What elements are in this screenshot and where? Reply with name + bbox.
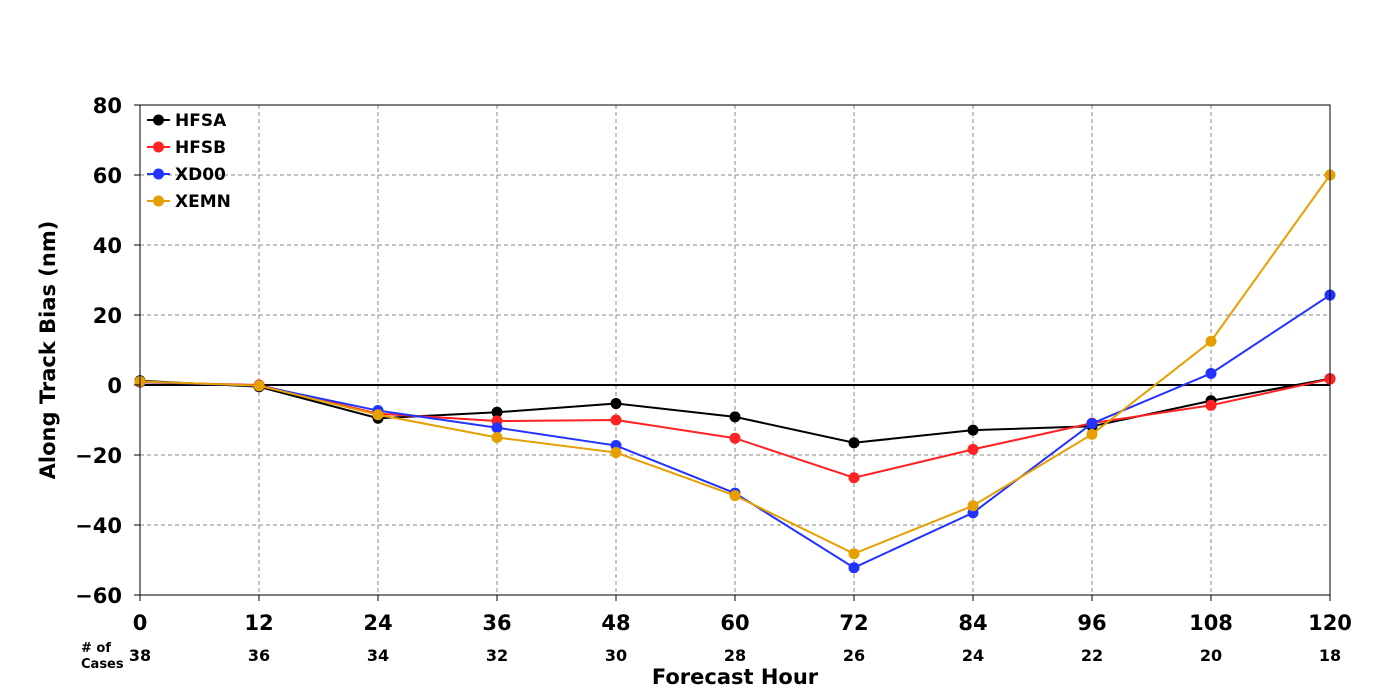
case-count: 36	[248, 646, 270, 665]
data-point	[1205, 399, 1217, 411]
case-count: 26	[843, 646, 865, 665]
y-axis-ticks: −60 −40 −20 0 20 40 60 80	[75, 94, 140, 608]
data-point	[1205, 367, 1217, 379]
legend-label: XD00	[175, 165, 226, 185]
data-point	[610, 447, 622, 459]
data-point	[1086, 428, 1098, 440]
case-count: 30	[605, 646, 627, 665]
x-tick-label: 60	[720, 611, 749, 635]
data-point	[491, 422, 503, 434]
legend: HFSA HFSB XD00 XEMN	[147, 111, 231, 212]
x-tick-label: 108	[1189, 611, 1233, 635]
cases-label-line: # of	[81, 641, 111, 656]
legend-swatch-marker	[153, 141, 164, 153]
x-tick-label: 48	[601, 611, 630, 635]
data-point	[729, 490, 741, 502]
series-layer	[134, 169, 1336, 574]
y-tick-label: 0	[107, 374, 122, 398]
legend-label: XEMN	[175, 192, 231, 212]
legend-item-hfsa: HFSA	[147, 111, 227, 131]
legend-swatch-marker	[153, 195, 164, 207]
case-count: 28	[724, 646, 746, 665]
data-point	[729, 432, 741, 444]
case-count: 34	[367, 646, 389, 665]
legend-swatch-marker	[153, 114, 164, 126]
x-tick-label: 120	[1308, 611, 1352, 635]
data-point	[967, 424, 979, 436]
data-point	[491, 432, 503, 443]
data-point	[848, 548, 860, 560]
data-point	[967, 500, 979, 512]
cases-label: # of Cases	[81, 641, 124, 672]
x-tick-label: 96	[1077, 611, 1106, 635]
y-tick-label: 20	[93, 304, 122, 328]
case-count: 32	[486, 646, 508, 665]
x-tick-label: 12	[244, 611, 273, 635]
y-axis-label: Along Track Bias (nm)	[36, 221, 60, 480]
legend-item-xemn: XEMN	[147, 192, 231, 212]
data-point	[610, 398, 622, 410]
data-point	[729, 411, 741, 423]
y-tick-label: −60	[75, 584, 122, 608]
case-count: 24	[962, 646, 984, 665]
data-point	[491, 406, 503, 418]
x-axis-ticks: 0 12 24 36 48 60 72 84 96 108 120	[133, 595, 1352, 635]
cases-label-line: Cases	[81, 657, 124, 672]
data-point	[372, 409, 384, 421]
legend-item-xd00: XD00	[147, 165, 226, 185]
data-point	[848, 437, 860, 449]
y-tick-label: 60	[93, 164, 122, 188]
legend-label: HFSB	[175, 138, 226, 158]
data-point	[848, 562, 860, 574]
legend-item-hfsb: HFSB	[147, 138, 226, 158]
x-tick-label: 72	[839, 611, 868, 635]
y-tick-label: −20	[75, 444, 122, 468]
data-point	[848, 472, 860, 484]
case-count: 20	[1200, 646, 1222, 665]
x-axis-label: Forecast Hour	[652, 665, 819, 689]
grid-lines	[140, 105, 1330, 595]
x-tick-label: 0	[133, 611, 148, 635]
data-point	[967, 443, 979, 455]
y-tick-label: −40	[75, 514, 122, 538]
legend-swatch-marker	[153, 168, 164, 180]
x-tick-label: 24	[363, 611, 392, 635]
case-count: 38	[129, 646, 151, 665]
x-tick-label: 84	[958, 611, 987, 635]
y-tick-label: 80	[93, 94, 122, 118]
legend-label: HFSA	[175, 111, 227, 131]
data-point	[1205, 335, 1217, 347]
data-point	[253, 380, 265, 392]
case-count: 18	[1319, 646, 1341, 665]
cases-row: # of Cases 38 36 34 32 30 28 26 24 22 20 18	[81, 641, 1341, 672]
x-tick-label: 36	[482, 611, 511, 635]
data-point	[610, 414, 622, 426]
y-tick-label: 40	[93, 234, 122, 258]
case-count: 22	[1081, 646, 1103, 665]
data-point	[1086, 418, 1098, 429]
